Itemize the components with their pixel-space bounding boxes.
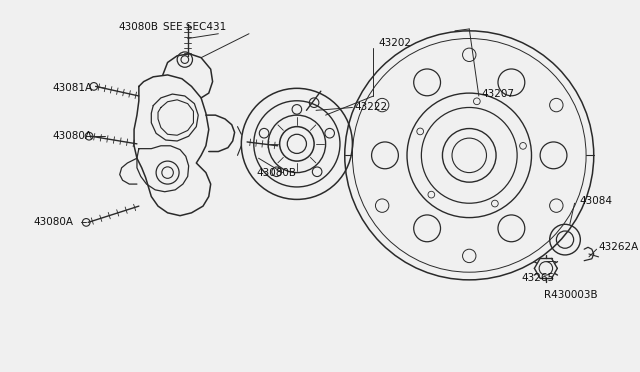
Text: R430003B: R430003B <box>544 290 598 300</box>
Text: 43080A: 43080A <box>33 217 74 227</box>
Text: 43202: 43202 <box>378 38 412 48</box>
Text: 43080B: 43080B <box>257 168 297 177</box>
Text: 43084: 43084 <box>579 196 612 206</box>
Text: 43080B: 43080B <box>118 22 158 32</box>
Text: 43265: 43265 <box>522 273 555 283</box>
Text: 43207: 43207 <box>482 89 515 99</box>
Text: 43081A: 43081A <box>52 83 93 93</box>
Text: 43222: 43222 <box>355 102 387 112</box>
Text: SEE SEC431: SEE SEC431 <box>163 22 226 32</box>
Text: 43080A: 43080A <box>52 131 93 141</box>
Text: 43262A: 43262A <box>598 242 639 252</box>
